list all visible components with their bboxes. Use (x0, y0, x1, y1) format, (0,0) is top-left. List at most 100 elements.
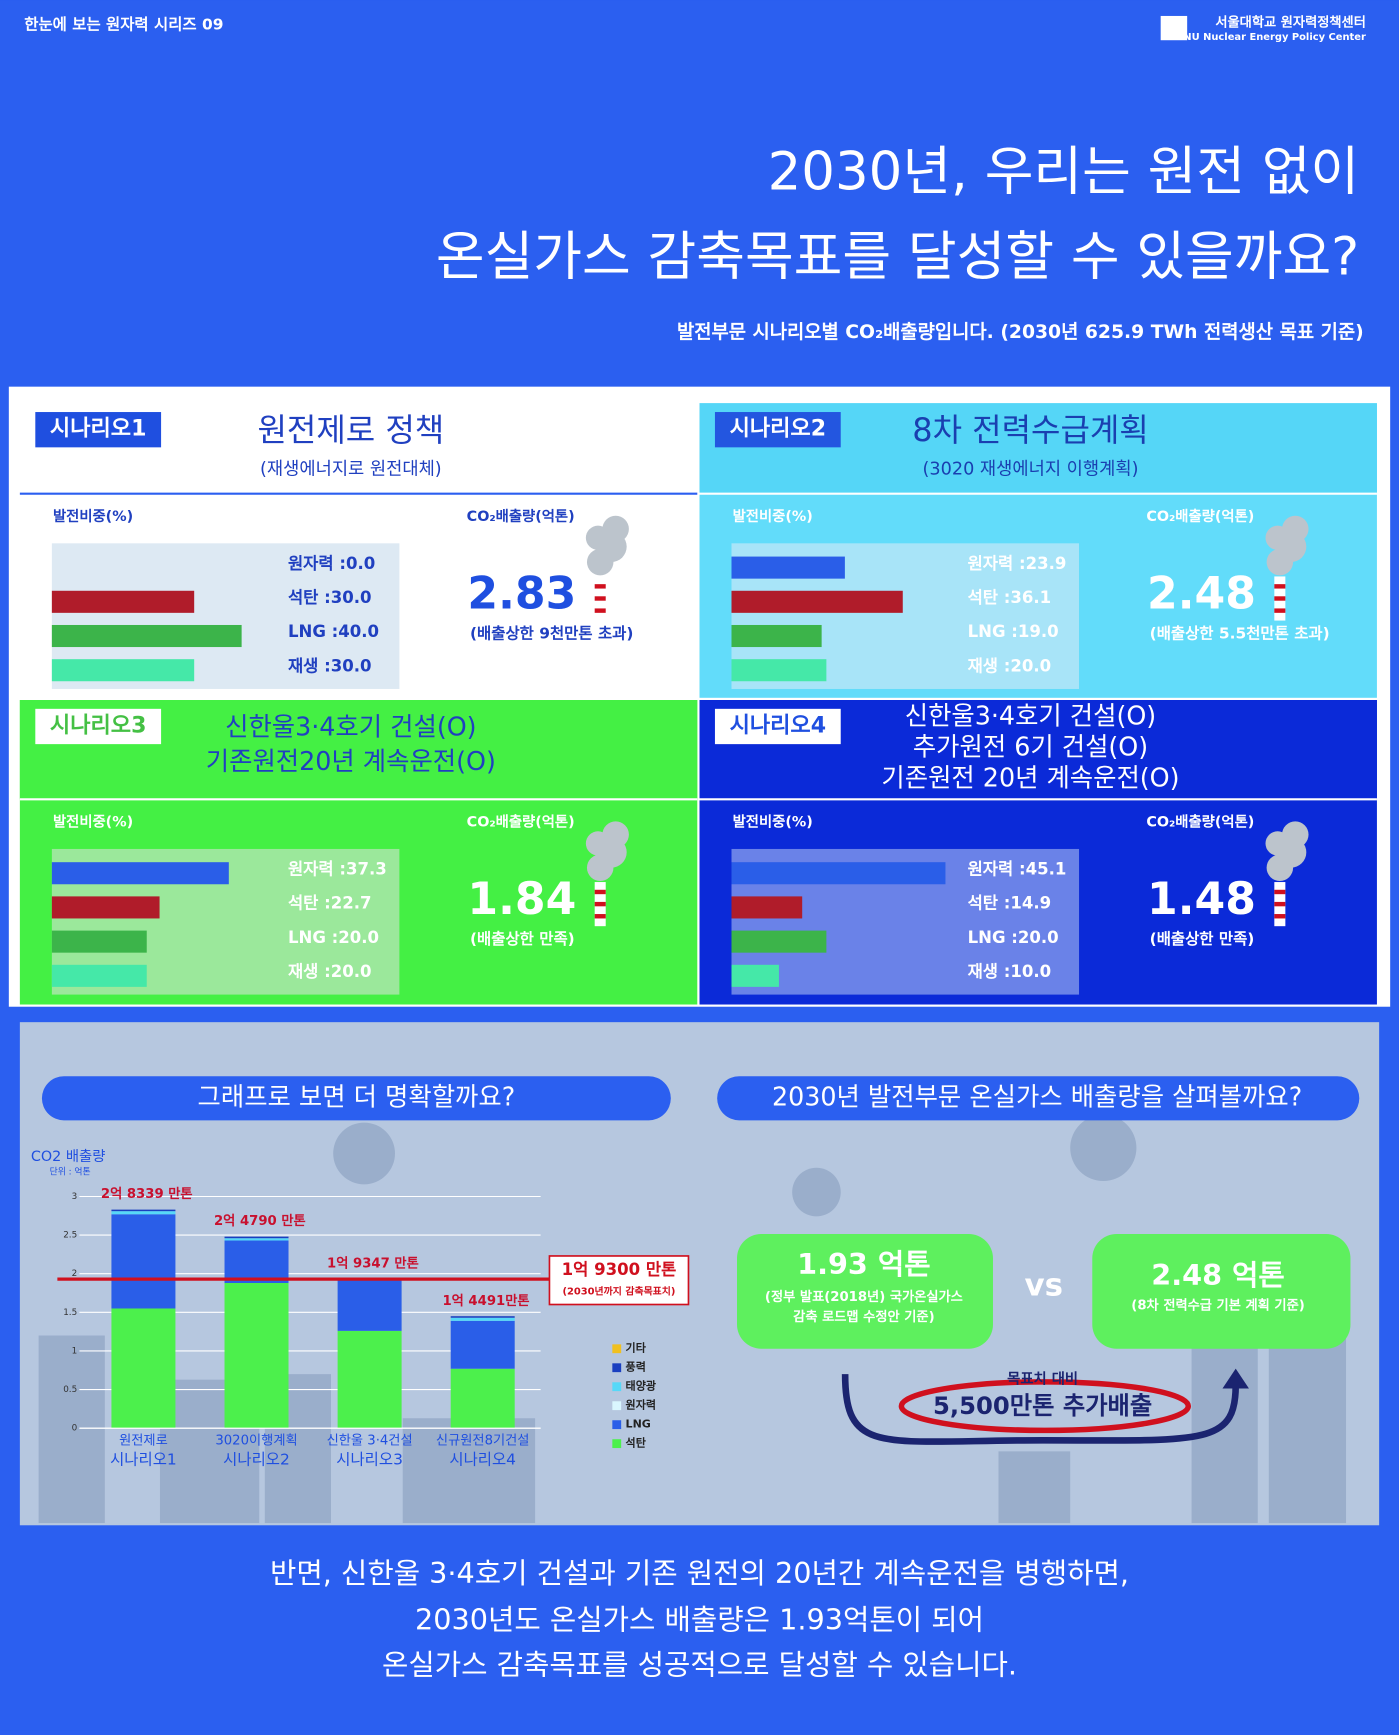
bar-segment (450, 1316, 515, 1318)
bar-segment (224, 1238, 289, 1241)
share-label-value: 원자력 :37.3 (288, 859, 387, 878)
y-tick-label: 1 (72, 1346, 78, 1356)
y-tick-label: 2.5 (63, 1231, 77, 1241)
share-label: 발전비중(%) (733, 813, 813, 830)
share-bar (51, 964, 147, 987)
scenario-subtitle: (3020 재생에너지 이행계획) (923, 458, 1139, 479)
legend-swatch (612, 1401, 622, 1411)
share-label: 발전비중(%) (53, 813, 133, 830)
gap-label: 목표치 대비 (1007, 1371, 1078, 1388)
chart-heading: 그래프로 보면 더 명확할까요? (198, 1081, 516, 1111)
compare-value: 2.48 억톤 (1151, 1258, 1284, 1292)
footer-text: 온실가스 감축목표를 성공적으로 달성할 수 있습니다. (382, 1648, 1017, 1682)
scenario-title: 신한울3·4호기 건설(O) (225, 712, 476, 742)
scenario-tag: 시나리오4 (730, 713, 826, 738)
stack-stripe (594, 889, 606, 895)
share-label-value: 원자력 :23.9 (968, 554, 1067, 573)
cloud (333, 1122, 395, 1185)
arrow (841, 1374, 1240, 1445)
x-tick-label: 신규원전8기건설 (436, 1432, 530, 1448)
legend-swatch (612, 1439, 622, 1449)
share-bar (51, 862, 229, 885)
org: 서울대학교 원자력정책센터 (1215, 14, 1366, 31)
share-bar (51, 930, 147, 953)
share-label-value: 석탄 :22.7 (288, 894, 372, 913)
target-box (548, 1255, 690, 1306)
bar-segment (337, 1279, 402, 1331)
share-label-value: LNG :20.0 (288, 928, 379, 947)
co2-value: 2.83 (467, 568, 576, 619)
share-bar (731, 590, 903, 613)
share-bar (731, 659, 827, 682)
annotation: 2억 8339 만톤 (101, 1186, 193, 1202)
bar-segment (224, 1236, 289, 1239)
legend-label: 석탄 (626, 1436, 646, 1450)
co2-label: CO₂배출량(억톤) (1146, 812, 1254, 830)
bar-segment (111, 1214, 176, 1309)
share-label-value: LNG :19.0 (968, 622, 1059, 641)
stack-stripe (1274, 596, 1286, 601)
compare-box (1092, 1234, 1351, 1349)
smoke (1282, 821, 1309, 848)
x-tick-label: 원전제로 (119, 1432, 168, 1448)
scenario-title: 신한울3·4호기 건설(O) (905, 701, 1156, 731)
stack-stripe (594, 584, 606, 589)
y-tick-label: 0 (72, 1424, 78, 1434)
share-bar (731, 964, 779, 987)
legend-swatch (612, 1363, 622, 1373)
legend-label: 풍력 (626, 1361, 646, 1374)
compare-value: 1.93 억톤 (797, 1247, 930, 1281)
arrow-head (1222, 1368, 1249, 1389)
share-bar (51, 896, 160, 919)
series-label: 한눈에 보는 원자력 시리즈 09 (24, 14, 223, 33)
x-tick-label: 3020이행계획 (215, 1432, 297, 1448)
share-label-value: 원자력 :45.1 (968, 859, 1067, 878)
y-axis-title: CO2 배출량 (31, 1148, 106, 1165)
compare-note: 감축 로드맵 수정안 기준) (793, 1308, 934, 1325)
bar-segment (450, 1368, 515, 1429)
legend-label: 원자력 (626, 1398, 656, 1412)
y-tick-label: 0.5 (63, 1385, 77, 1395)
bar-segment (111, 1308, 176, 1429)
bar-segment (337, 1330, 402, 1429)
x-tick-sublabel: 시나리오1 (110, 1451, 177, 1469)
footer-text: 2030년도 온실가스 배출량은 1.93억톤이 되어 (415, 1602, 984, 1636)
title: 2030년, 우리는 원전 없이 (768, 141, 1360, 202)
vs: vs (1024, 1267, 1063, 1303)
share-label-value: 재생 :20.0 (968, 656, 1052, 675)
co2-label: CO₂배출량(억톤) (467, 507, 575, 525)
stack-stripe (594, 914, 606, 919)
stack-stripe (1274, 608, 1286, 613)
building (1268, 1324, 1347, 1524)
share-label-value: LNG :20.0 (968, 928, 1059, 947)
scenario-title: 추가원전 6기 건설(O) (913, 732, 1148, 762)
scenario-tag-box (714, 708, 841, 745)
share-bar (731, 896, 803, 919)
building (38, 1335, 105, 1524)
heading-pill (717, 1076, 1360, 1121)
scenario-tag: 시나리오2 (730, 417, 826, 442)
stack-stripe (594, 608, 606, 613)
footer-text: 반면, 신한울 3·4호기 건설과 기존 원전의 20년간 계속운전을 병행하면… (270, 1556, 1129, 1590)
compare-box (737, 1234, 993, 1349)
y-tick-label: 2 (72, 1269, 78, 1279)
annotation: 2억 4790 만톤 (214, 1213, 306, 1229)
share-bar (51, 590, 195, 613)
share-bar (731, 624, 822, 648)
scenario-tag-box (35, 708, 162, 745)
x-tick-sublabel: 시나리오2 (223, 1451, 290, 1469)
share-label: 발전비중(%) (53, 508, 133, 525)
legend-swatch (612, 1382, 622, 1392)
bar-segment (111, 1209, 176, 1212)
gap-value: 5,500만톤 추가배출 (933, 1391, 1152, 1420)
x-tick-sublabel: 시나리오3 (336, 1451, 403, 1469)
y-tick-label: 3 (72, 1192, 78, 1202)
stack-stripe (1274, 914, 1286, 919)
co2-note: (배출상한 9천만톤 초과) (470, 623, 633, 642)
share-label-value: 원자력 :0.0 (288, 554, 375, 573)
heading-pill (41, 1076, 671, 1121)
bar-segment (450, 1320, 515, 1369)
share-label-value: 석탄 :14.9 (968, 894, 1052, 913)
legend-swatch (612, 1344, 622, 1354)
